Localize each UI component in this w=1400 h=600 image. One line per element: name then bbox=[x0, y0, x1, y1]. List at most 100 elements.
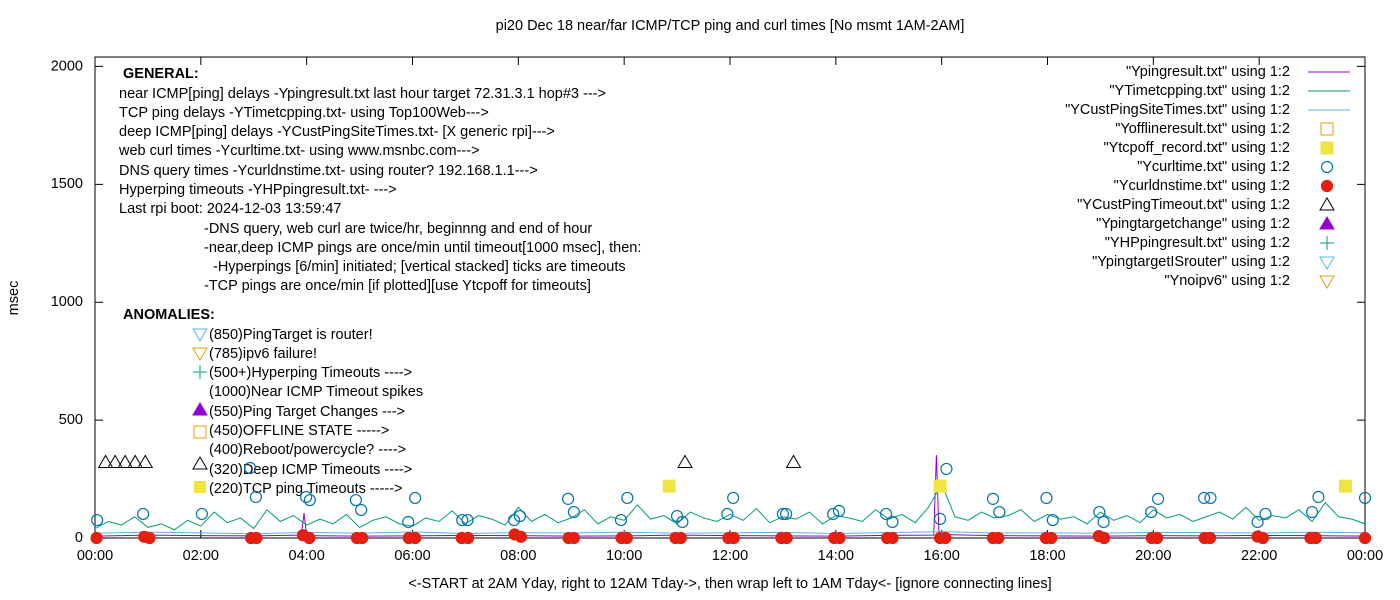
data-point bbox=[1151, 492, 1165, 505]
data-point bbox=[1045, 531, 1058, 545]
annotation: -TCP pings are once/min [if plotted][use… bbox=[204, 278, 591, 294]
data-point bbox=[827, 507, 840, 521]
annotation: deep ICMP[ping] delays -YCustPingSiteTim… bbox=[119, 124, 555, 140]
data-point bbox=[939, 531, 952, 545]
annotation: (785)ipv6 failure! bbox=[209, 346, 317, 362]
data-point bbox=[933, 512, 947, 526]
data-point bbox=[1046, 513, 1059, 527]
annotation: Hyperping timeouts -YHPpingresult.txt- -… bbox=[119, 182, 397, 198]
annotation: (500+)Hyperping Timeouts ----> bbox=[209, 365, 412, 381]
legend-swatch bbox=[1319, 216, 1335, 230]
annotation: (550)Ping Target Changes ---> bbox=[209, 404, 405, 420]
data-point bbox=[1309, 531, 1322, 545]
data-point bbox=[90, 531, 103, 545]
data-point bbox=[303, 531, 316, 545]
data-point bbox=[727, 491, 740, 505]
annotation: Last rpi boot: 2024-12-03 13:59:47 bbox=[119, 201, 342, 217]
legend-label: "Ycurldnstime.txt" using 1:2 bbox=[1114, 178, 1290, 194]
data-point bbox=[97, 454, 114, 469]
data-point bbox=[886, 531, 899, 545]
y-tick-label: 500 bbox=[59, 412, 83, 428]
legend-label: "Ypingtargetchange" using 1:2 bbox=[1096, 216, 1290, 232]
data-point bbox=[1198, 491, 1211, 505]
data-point bbox=[91, 513, 104, 527]
data-point bbox=[303, 493, 316, 507]
data-point bbox=[1312, 490, 1325, 504]
annotation: near ICMP[ping] delays -Ypingresult.txt … bbox=[119, 86, 606, 102]
data-point bbox=[195, 507, 208, 521]
legend-label: "YCustPingSiteTimes.txt" using 1:2 bbox=[1065, 102, 1290, 118]
annotation-icon bbox=[192, 328, 208, 342]
legend-label: "Yofflineresult.txt" using 1:2 bbox=[1115, 121, 1290, 137]
data-point bbox=[567, 531, 580, 545]
data-point bbox=[1358, 491, 1372, 505]
x-tick-label: 00:00 bbox=[77, 548, 113, 564]
x-tick-label: 02:00 bbox=[183, 548, 219, 564]
data-point bbox=[514, 530, 528, 543]
data-point bbox=[1305, 505, 1319, 519]
data-point bbox=[107, 454, 123, 469]
annotation: -Hyperpings [6/min] initiated; [vertical… bbox=[213, 259, 626, 275]
data-point bbox=[940, 462, 953, 476]
legend-swatch bbox=[1320, 160, 1334, 174]
legend-swatch bbox=[1319, 275, 1335, 289]
data-point bbox=[461, 531, 475, 545]
data-point bbox=[1040, 491, 1053, 505]
x-tick-label: 04:00 bbox=[289, 548, 325, 564]
data-point bbox=[456, 513, 469, 527]
annotation: GENERAL: bbox=[123, 66, 199, 82]
data-point bbox=[137, 454, 154, 469]
annotation: web curl times -Ycurltime.txt- using www… bbox=[118, 143, 480, 159]
annotation: (220)TCP ping Timeouts -----> bbox=[209, 481, 403, 497]
data-point bbox=[614, 513, 628, 527]
y-tick-label: 2000 bbox=[51, 58, 83, 74]
data-point bbox=[832, 504, 846, 517]
annotation-icon bbox=[192, 402, 208, 416]
legend-swatch bbox=[1320, 122, 1334, 136]
data-point bbox=[1204, 491, 1217, 505]
data-point bbox=[300, 490, 313, 504]
data-point bbox=[1259, 507, 1272, 521]
x-tick-label: 10:00 bbox=[606, 548, 642, 564]
annotation: (320)Deep ICMP Timeouts ----> bbox=[209, 462, 412, 478]
data-point bbox=[1251, 515, 1264, 529]
x-tick-label: 12:00 bbox=[712, 548, 748, 564]
data-point bbox=[1256, 531, 1269, 545]
annotation-icon bbox=[194, 481, 206, 493]
legend-label: "YHPpingresult.txt" using 1:2 bbox=[1105, 235, 1290, 251]
x-tick-label: 08:00 bbox=[500, 548, 536, 564]
data-point bbox=[721, 507, 734, 521]
x-tick-label: 06:00 bbox=[394, 548, 430, 564]
data-point bbox=[1150, 531, 1164, 545]
data-point bbox=[1358, 531, 1372, 545]
data-point bbox=[1097, 515, 1110, 529]
data-point bbox=[621, 491, 634, 505]
data-point bbox=[355, 503, 368, 517]
data-point bbox=[409, 491, 422, 505]
y-axis-label: msec bbox=[6, 281, 22, 316]
annotation: (1000)Near ICMP Timeout spikes bbox=[209, 384, 423, 400]
legend-swatch bbox=[1319, 256, 1335, 270]
annotations: GENERAL: near ICMP[ping] delays -Ypingre… bbox=[118, 66, 641, 497]
x-tick-label: 16:00 bbox=[924, 548, 960, 564]
legend-label: "Ypingresult.txt" using 1:2 bbox=[1126, 64, 1290, 80]
data-point bbox=[1338, 479, 1352, 493]
data-point bbox=[676, 515, 689, 529]
data-point bbox=[785, 454, 802, 469]
legend-label: "Ycurltime.txt" using 1:2 bbox=[1137, 159, 1290, 175]
data-point bbox=[1145, 505, 1158, 519]
x-tick-label: 14:00 bbox=[818, 548, 854, 564]
data-point bbox=[833, 531, 846, 545]
annotation-icon bbox=[192, 347, 208, 361]
legend-swatch bbox=[1319, 197, 1335, 211]
data-point bbox=[1203, 531, 1217, 545]
data-point bbox=[880, 507, 893, 521]
annotation: -DNS query, web curl are twice/hr, begin… bbox=[204, 221, 592, 237]
data-point bbox=[986, 492, 1000, 505]
data-point bbox=[561, 492, 575, 505]
y-tick-label: 0 bbox=[75, 530, 83, 546]
data-point bbox=[933, 479, 947, 493]
data-point bbox=[513, 509, 527, 523]
data-point bbox=[620, 531, 633, 545]
data-point bbox=[674, 531, 687, 545]
